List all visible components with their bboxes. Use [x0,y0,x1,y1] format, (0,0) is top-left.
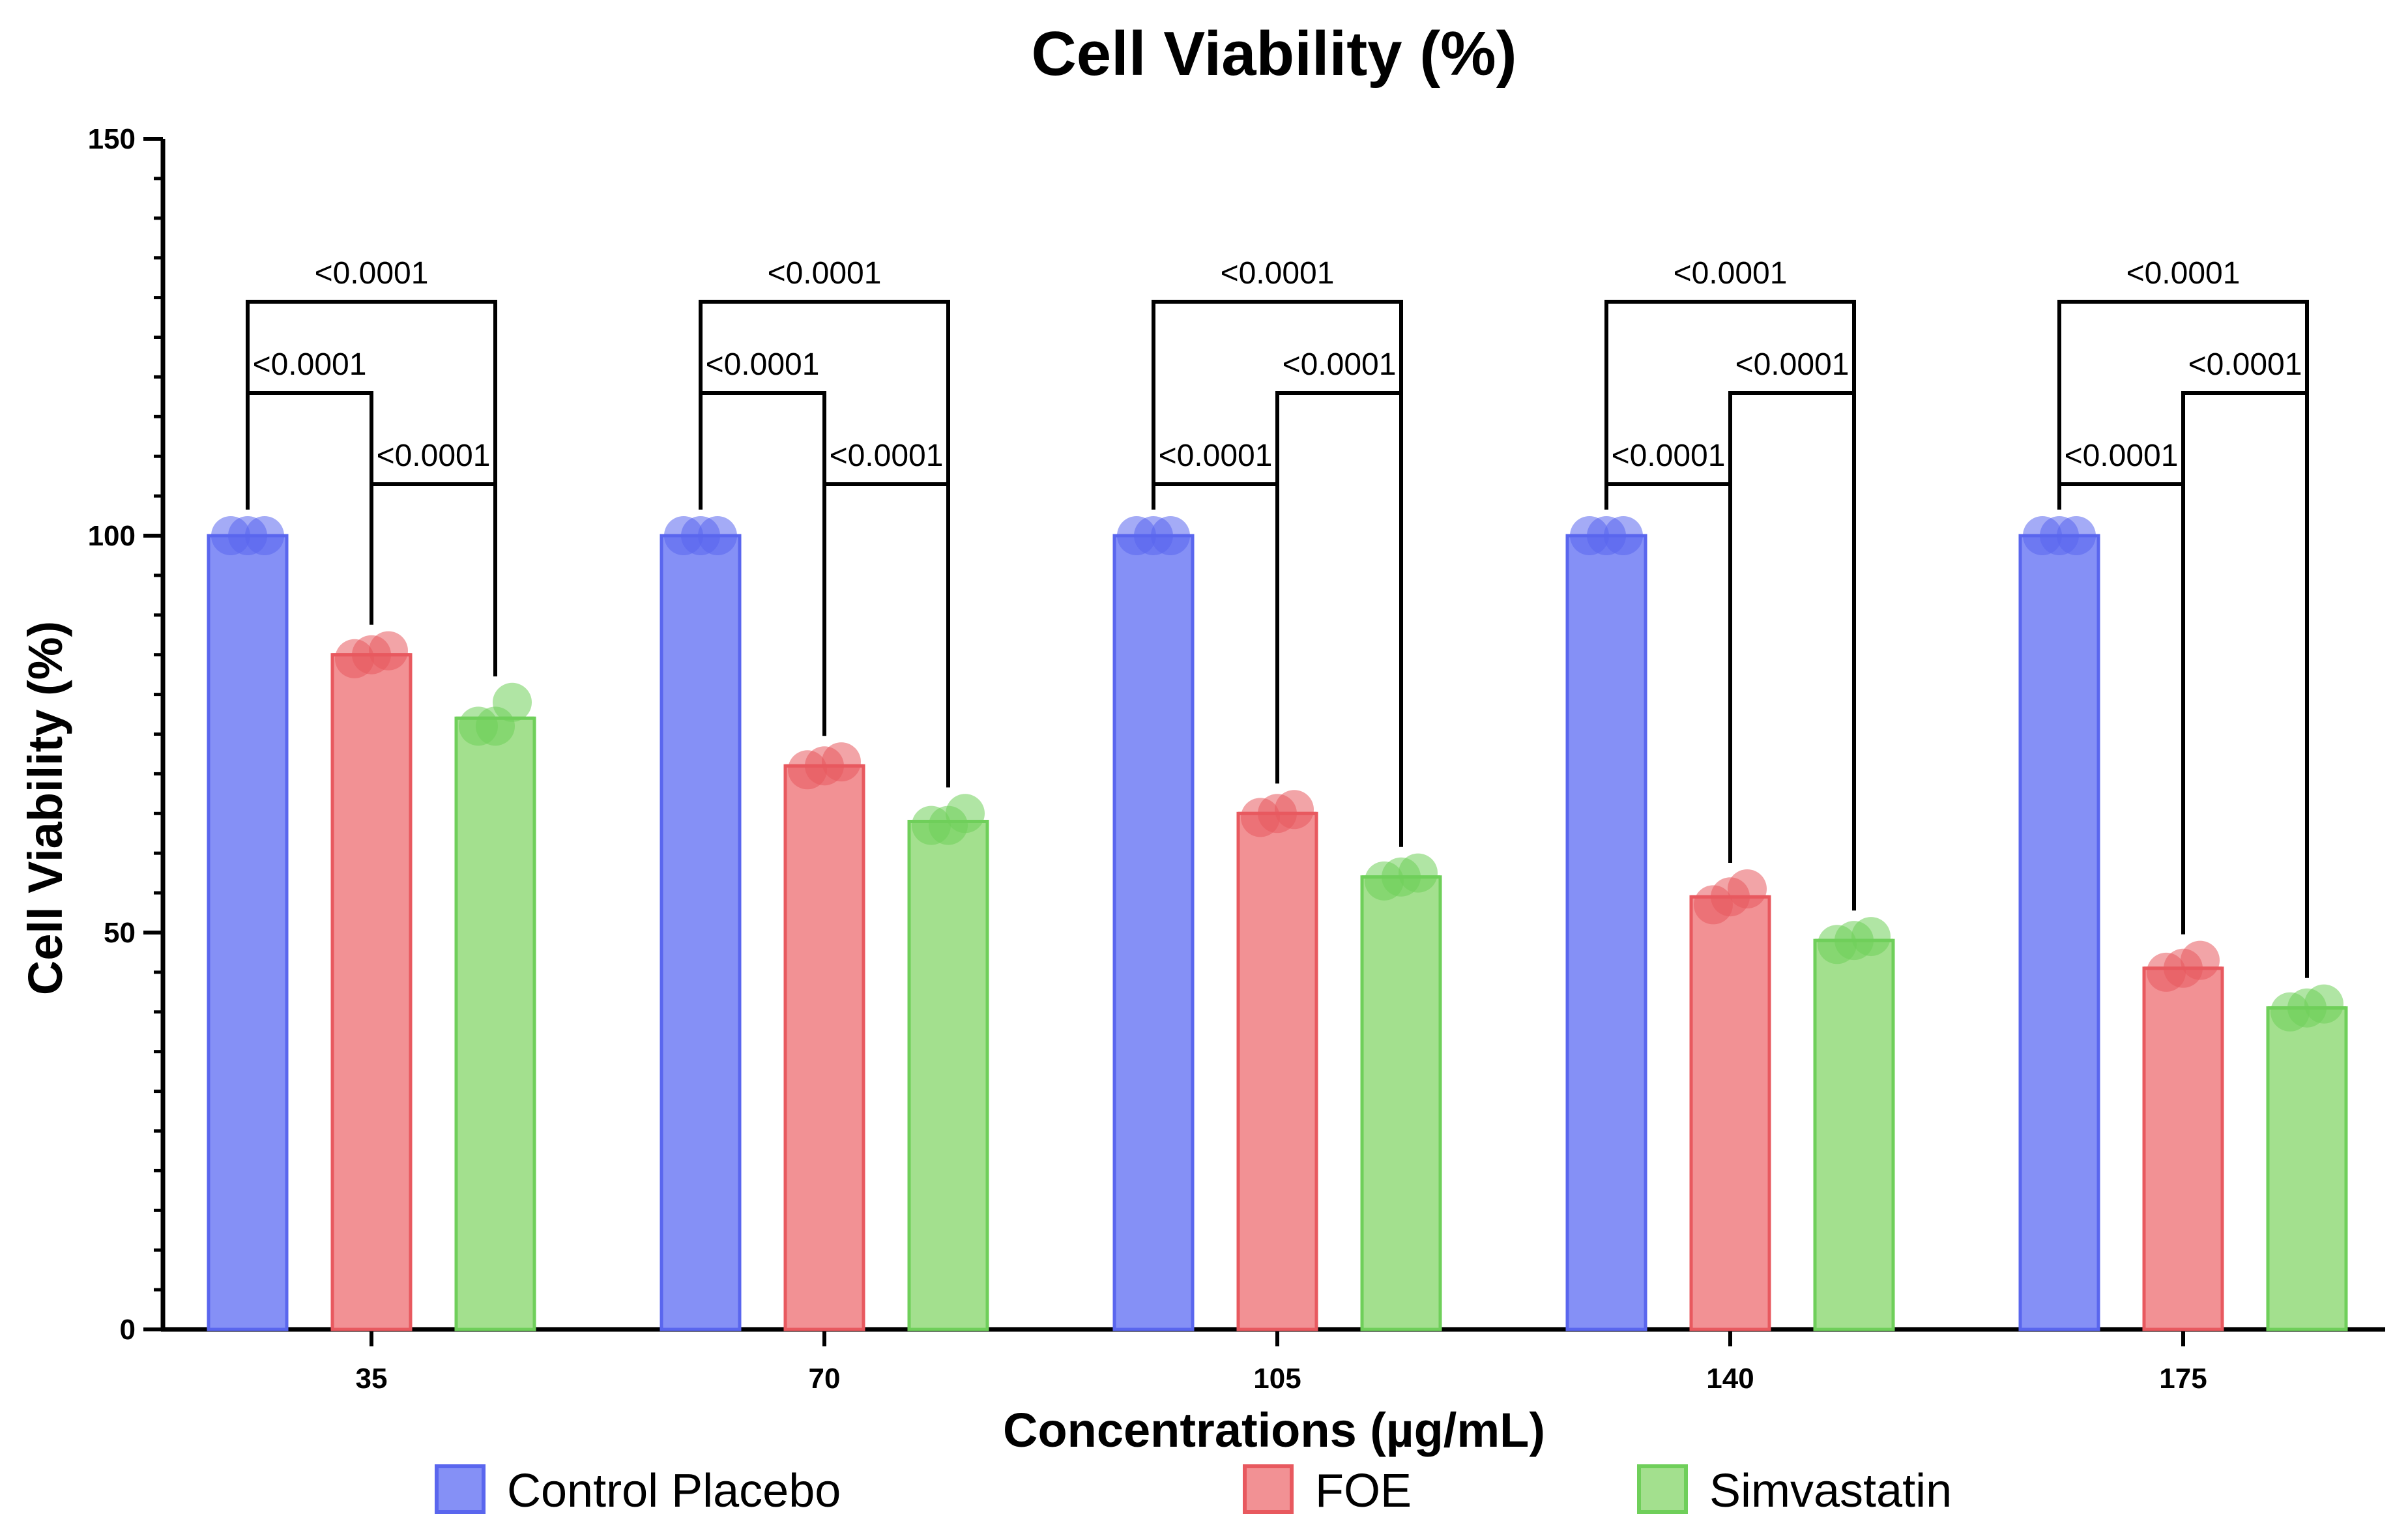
data-point [929,805,968,845]
bar-simvastatin [1360,875,1442,1331]
significance-label: <0.0001 [2065,439,2179,473]
significance-bracket [822,482,950,788]
significance-bracket [370,482,497,676]
y-tick-label: 0 [120,1314,136,1346]
bar-foe [2142,966,2224,1331]
significance-bracket [2181,391,2309,978]
legend-swatch-control-placebo [435,1464,486,1514]
significance-label: <0.0001 [1221,256,1335,291]
x-tick-label: 175 [2159,1363,2207,1395]
x-tick-label: 70 [809,1363,841,1395]
x-axis-title: Concentrations (µg/mL) [1003,1403,1545,1457]
legend-label: FOE [1315,1465,1412,1517]
significance-label: <0.0001 [253,347,367,382]
significance-bracket [1275,391,1403,847]
bar-foe [1689,895,1771,1331]
significance-label: <0.0001 [768,256,882,291]
chart-title: Cell Viability (%) [1031,19,1516,89]
bar-simvastatin [1813,938,1895,1331]
bar-simvastatin [454,716,536,1331]
bar-foe [783,764,865,1331]
significance-bracket [1728,391,1856,911]
y-tick-label: 150 [88,123,136,155]
bar-simvastatin [907,819,989,1331]
significance-label: <0.0001 [830,439,944,473]
y-tick-label: 100 [88,520,136,552]
legend-label: Control Placebo [507,1465,841,1517]
significance-label: <0.0001 [706,347,820,382]
significance-label: <0.0001 [1735,347,1850,382]
significance-label: <0.0001 [377,439,491,473]
significance-label: <0.0001 [315,256,429,291]
x-tick-label: 35 [356,1363,388,1395]
bar-simvastatin [2266,1006,2348,1331]
significance-label: <0.0001 [1612,439,1726,473]
significance-label: <0.0001 [1283,347,1397,382]
legend-swatch-simvastatin [1637,1464,1688,1514]
legend: Control Placebo FOE Simvastatin [435,1464,1952,1517]
bar-control-placebo [1565,534,1647,1331]
x-tick-label: 105 [1253,1363,1301,1395]
y-axis-title: Cell Viability (%) [18,621,72,995]
bar-control-placebo [2018,534,2100,1331]
y-tick-label: 50 [104,917,136,949]
significance-label: <0.0001 [2126,256,2241,291]
bar-foe [1236,811,1318,1331]
significance-label: <0.0001 [2188,347,2302,382]
bar-control-placebo [207,534,289,1331]
legend-swatch-foe [1243,1464,1294,1514]
bar-control-placebo [660,534,742,1331]
significance-label: <0.0001 [1674,256,1788,291]
legend-label: Simvastatin [1709,1465,1952,1517]
x-tick-label: 140 [1706,1363,1754,1395]
data-point [476,706,515,746]
plot-area: 0 50 100 150 35 <0.0001 <0.0001 <0.0001 70 <0.000… [88,123,2385,1395]
significance-label: <0.0001 [1159,439,1273,473]
bar-control-placebo [1112,534,1195,1331]
bar-foe [330,653,413,1331]
